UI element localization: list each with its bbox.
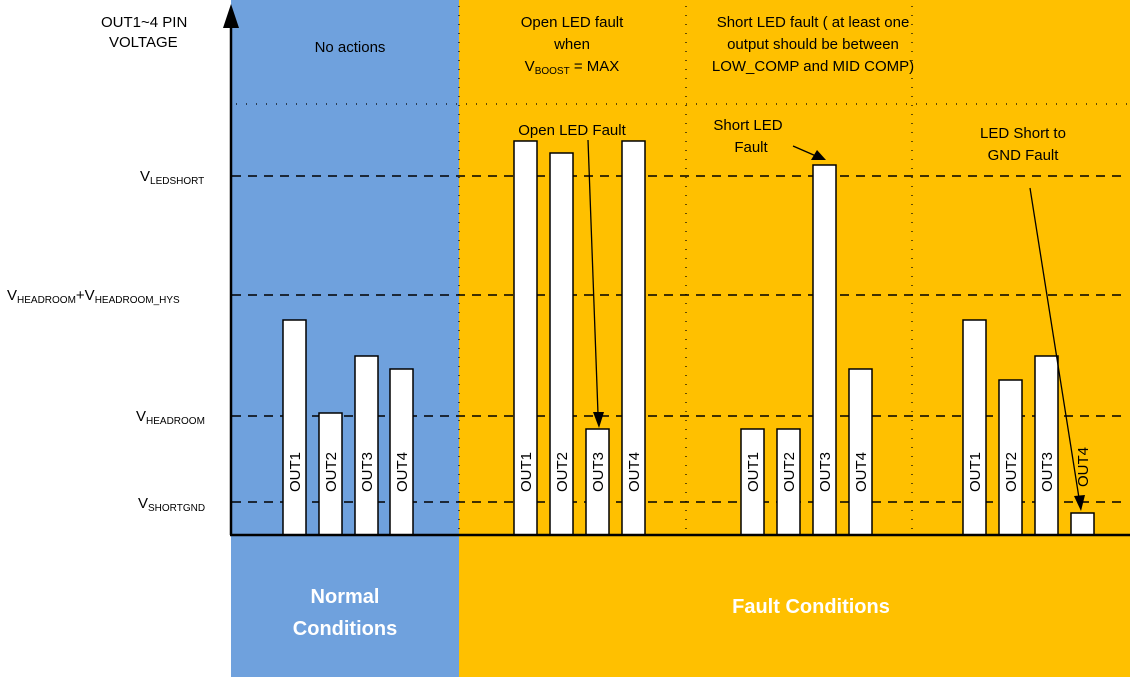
bar-label: OUT2 [1003,452,1020,492]
bar-labels: OUT1 OUT2 OUT3 OUT4 OUT1 OUT2 OUT3 OUT4 … [287,447,1092,492]
footer-fault: Fault Conditions [732,596,890,618]
bar-label: OUT2 [554,452,571,492]
short-header-line2: output should be between [727,36,899,53]
short-header-line1: Short LED fault ( at least one [717,14,910,31]
annotation-gnd-fault-line1: LED Short to [980,125,1066,142]
bar-label: OUT1 [967,452,984,492]
y-axis-label-line2: VOLTAGE [109,34,178,51]
y-axis-label-line1: OUT1~4 PIN [101,14,187,31]
bar-label: OUT1 [287,452,304,492]
bar-gnd-out3 [1034,355,1059,536]
footer-normal-line1: Normal [311,586,380,608]
bar-label: OUT3 [817,452,834,492]
bar-label: OUT3 [359,452,376,492]
open-header-line3: VBOOST = MAX [525,58,620,77]
y-axis-arrowhead [223,4,239,28]
bar-normal-out1 [282,319,307,536]
bar-label: OUT4 [1075,447,1092,487]
normal-region [231,0,459,677]
bar-label: OUT3 [590,452,607,492]
bar-label: OUT4 [626,452,643,492]
label-v-headroom: VHEADROOM [136,408,205,427]
bar-gnd-out1 [962,319,987,536]
open-header-line2: when [553,36,590,53]
arrow-short-led-fault [792,145,826,160]
short-header-line3: LOW_COMP and MID COMP) [712,58,914,75]
arrow-gnd-fault [1029,187,1085,511]
annotation-short-led-fault-line2: Fault [734,139,768,156]
bar-label: OUT3 [1039,452,1056,492]
annotation-open-led-fault: Open LED Fault [518,122,626,139]
bar-label: OUT2 [323,452,340,492]
bar-label: OUT4 [853,452,870,492]
label-v-shortgnd: VSHORTGND [138,495,205,514]
footer-normal-line2: Conditions [293,618,397,640]
annotation-gnd-fault-line2: GND Fault [988,147,1060,164]
bar-label: OUT1 [745,452,762,492]
open-header-line1: Open LED fault [521,14,624,31]
label-v-ledshort: VLEDSHORT [140,168,204,187]
bar-normal-out3 [354,355,379,536]
bar-label: OUT1 [518,452,535,492]
normal-header: No actions [315,39,386,56]
label-v-headroom-hys: VHEADROOM+VHEADROOM_HYS [7,287,180,306]
annotation-short-led-fault-line1: Short LED [713,117,782,134]
arrow-open-led-fault [587,139,604,428]
bar-gnd-out4 [1070,512,1095,536]
bar-label: OUT2 [781,452,798,492]
bar-label: OUT4 [394,452,411,492]
